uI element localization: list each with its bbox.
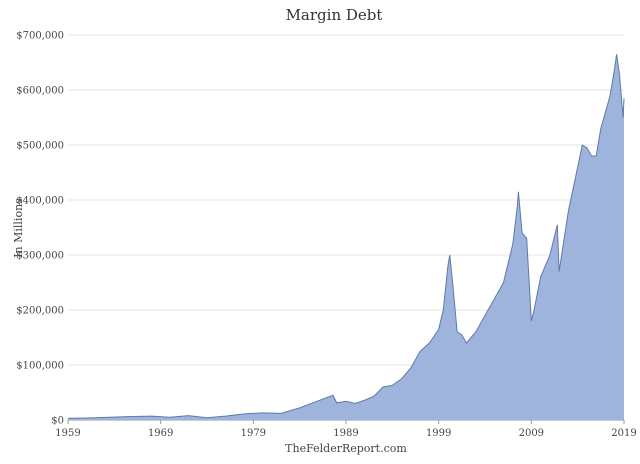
x-tick-label: 2009 bbox=[519, 428, 544, 439]
chart-title: Margin Debt bbox=[286, 6, 383, 24]
x-tick-label: 1999 bbox=[426, 428, 451, 439]
y-tick-label: $400,000 bbox=[16, 196, 64, 207]
area-fill bbox=[68, 54, 624, 421]
x-tick-label: 2019 bbox=[611, 428, 636, 439]
y-tick-label: $700,000 bbox=[16, 31, 64, 42]
y-tick-labels: $0 $100,000 $200,000 $300,000 $400,000 $500,0… bbox=[16, 31, 64, 427]
y-axis-label: In Millions bbox=[12, 198, 25, 258]
grid-lines bbox=[68, 34, 624, 421]
y-tick-label: $100,000 bbox=[16, 361, 64, 372]
x-tick-label: 1969 bbox=[148, 428, 173, 439]
y-tick-label: $500,000 bbox=[16, 141, 64, 152]
y-tick-label: $0 bbox=[51, 416, 64, 427]
y-tick-label: $300,000 bbox=[16, 251, 64, 262]
plot-area bbox=[67, 54, 625, 421]
x-tick-labels: 1959 1969 1979 1989 1999 2009 2019 bbox=[55, 420, 637, 439]
series-line bbox=[67, 54, 625, 419]
source-credit: TheFelderReport.com bbox=[285, 442, 407, 455]
y-tick-label: $600,000 bbox=[16, 86, 64, 97]
x-tick-label: 1979 bbox=[241, 428, 266, 439]
y-tick-label: $200,000 bbox=[16, 306, 64, 317]
x-tick-label: 1959 bbox=[55, 428, 80, 439]
x-tick-label: 1989 bbox=[333, 428, 358, 439]
